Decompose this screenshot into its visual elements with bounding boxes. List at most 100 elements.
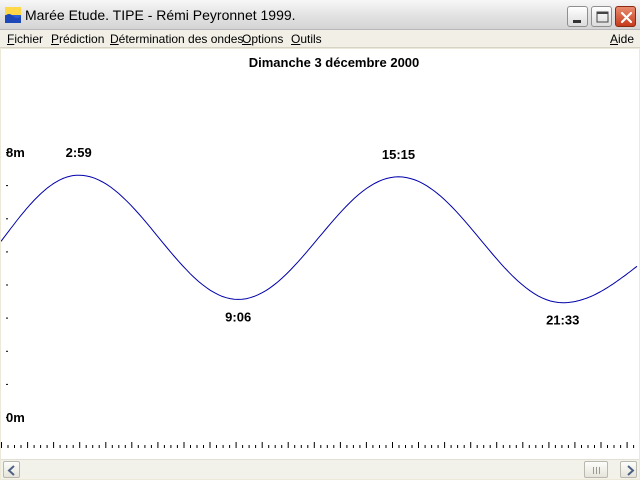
arrow-right-icon (627, 465, 635, 476)
x-tick (300, 445, 302, 448)
x-tick (203, 445, 204, 448)
x-tick (385, 445, 387, 448)
x-tick (72, 445, 74, 448)
tide-chart: Dimanche 3 décembre 2000 8m 0m 2:59 9:06 1… (1, 55, 638, 448)
x-tick (313, 442, 315, 448)
x-tick (248, 445, 250, 448)
x-tick (607, 445, 608, 448)
menu-fichier[interactable]: Fichier (7, 32, 44, 46)
scroll-thumb[interactable] (584, 461, 608, 478)
tide-time-label-low: 21:33 (546, 313, 579, 328)
x-tick (431, 445, 433, 448)
x-tick (483, 445, 485, 448)
x-tick (183, 442, 185, 448)
y-axis-bottom-label: 0m (6, 410, 25, 425)
y-tick (6, 218, 8, 220)
x-tick (216, 445, 217, 448)
x-tick (222, 445, 224, 448)
x-tick (235, 442, 237, 448)
x-tick (326, 445, 328, 448)
minimize-button[interactable] (567, 6, 588, 27)
x-tick (470, 442, 472, 448)
horizontal-scrollbar[interactable] (1, 459, 639, 479)
chart-title: Dimanche 3 décembre 2000 (249, 55, 420, 70)
x-tick (40, 445, 42, 448)
x-tick (424, 445, 426, 448)
scroll-right-button[interactable] (620, 461, 637, 478)
x-tick (372, 445, 374, 448)
menu-options[interactable]: Options (242, 32, 284, 46)
x-tick (320, 445, 322, 448)
grip-line (593, 467, 594, 474)
x-tick (515, 445, 517, 448)
x-tick (600, 442, 602, 448)
x-tick (379, 445, 380, 448)
x-tick (444, 442, 446, 448)
x-tick (450, 445, 452, 448)
y-tick (6, 350, 8, 352)
x-tick (633, 445, 635, 448)
x-tick (261, 442, 263, 448)
x-tick (405, 445, 406, 448)
menu-outils[interactable]: Outils (291, 32, 322, 46)
window-title: Marée Etude. TIPE - Rémi Peyronnet 1999. (25, 7, 296, 23)
x-tick (150, 445, 152, 448)
x-tick (229, 445, 231, 448)
maximize-button[interactable] (591, 6, 612, 27)
tide-wave-app-icon (5, 7, 21, 23)
x-tick (418, 442, 419, 448)
x-axis-ticks (1, 442, 635, 448)
menu-aide[interactable]: Aide (610, 32, 635, 46)
x-tick (85, 445, 87, 448)
x-tick (574, 442, 576, 448)
x-tick (476, 445, 478, 448)
x-tick (352, 445, 354, 448)
x-tick (66, 445, 68, 448)
close-button[interactable] (615, 6, 636, 27)
x-tick (535, 445, 537, 448)
x-tick (522, 442, 524, 448)
x-tick (92, 445, 94, 448)
x-tick (548, 442, 550, 448)
x-tick (365, 442, 367, 448)
x-tick (457, 445, 459, 448)
x-tick (463, 445, 465, 448)
tide-extremes: 2:59 9:06 15:15 21:33 (66, 145, 580, 328)
y-axis-top-label: 8m (6, 145, 25, 160)
x-tick (157, 442, 159, 448)
x-tick (170, 445, 172, 448)
menu-determination-des-ondes[interactable]: Détermination des ondes (110, 32, 244, 46)
x-tick (346, 445, 348, 448)
title-bar[interactable]: Marée Etude. TIPE - Rémi Peyronnet 1999. (0, 0, 640, 30)
x-tick (307, 445, 309, 448)
menu-prediction[interactable]: Prédiction (51, 32, 105, 46)
y-tick (6, 251, 8, 253)
close-icon (620, 11, 633, 24)
x-tick (209, 442, 211, 448)
x-tick (567, 445, 569, 448)
x-tick (196, 445, 198, 448)
x-tick (20, 445, 22, 448)
minimize-icon (573, 20, 581, 23)
x-tick (176, 445, 178, 448)
x-tick (620, 445, 622, 448)
x-tick (53, 442, 55, 448)
x-tick (59, 445, 61, 448)
x-tick (79, 442, 81, 448)
x-tick (489, 445, 491, 448)
x-tick (33, 445, 35, 448)
tide-time-label-high: 15:15 (382, 147, 415, 162)
x-tick (339, 442, 341, 448)
x-tick (398, 445, 400, 448)
x-tick (131, 442, 133, 448)
maximize-icon (596, 11, 609, 23)
scroll-left-button[interactable] (3, 461, 20, 478)
x-tick (255, 445, 257, 448)
x-tick (333, 445, 335, 448)
x-tick (392, 442, 393, 448)
x-tick (274, 445, 276, 448)
tide-chart-area: Dimanche 3 décembre 2000 8m 0m 2:59 9:06 1… (1, 49, 639, 459)
x-tick (626, 442, 628, 448)
x-tick (190, 445, 191, 448)
x-tick (144, 445, 146, 448)
